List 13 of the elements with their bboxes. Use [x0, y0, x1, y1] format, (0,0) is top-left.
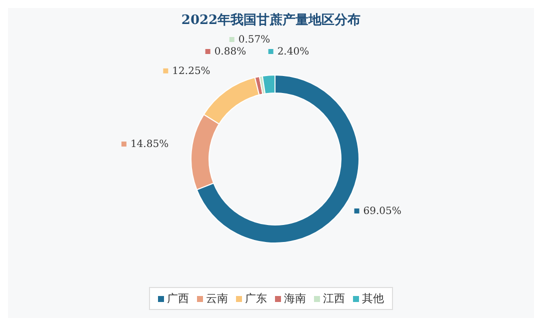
data-label: 12.25% [172, 66, 210, 77]
data-label: 69.05% [363, 206, 402, 217]
data-label: 0.88% [214, 46, 246, 58]
data-label: 14.85% [130, 139, 169, 150]
legend-label: 其他 [362, 291, 384, 306]
legend-label: 江西 [323, 291, 345, 306]
data-label: 0.57% [238, 34, 270, 46]
data-label: 2.40% [277, 46, 310, 58]
legend-label: 海南 [284, 291, 306, 306]
legend-label: 广东 [245, 291, 267, 306]
legend-label: 云南 [206, 291, 228, 306]
chart-title: 2022年我国甘蔗产量地区分布 [180, 12, 362, 29]
legend-label: 广西 [167, 291, 189, 306]
